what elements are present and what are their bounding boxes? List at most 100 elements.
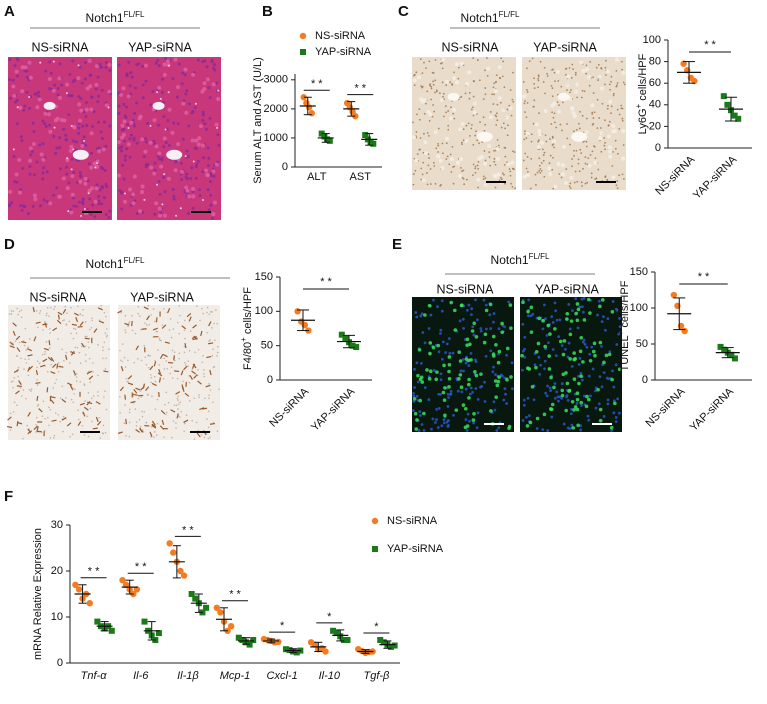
micrograph-texture xyxy=(148,140,153,145)
micrograph-texture xyxy=(139,425,142,428)
data-point xyxy=(228,623,235,630)
micrograph-texture xyxy=(94,87,98,91)
micrograph-texture xyxy=(607,145,612,150)
micrograph-texture xyxy=(612,92,615,95)
micrograph-texture xyxy=(611,175,616,180)
micrograph-texture xyxy=(445,342,449,346)
micrograph-texture xyxy=(566,89,568,91)
micrograph-texture xyxy=(135,425,138,427)
micrograph-texture xyxy=(469,352,473,355)
x-tick-label: Tnf-α xyxy=(81,670,108,682)
micrograph-texture xyxy=(589,60,592,63)
micrograph-texture xyxy=(160,409,166,415)
micrograph-texture xyxy=(558,339,563,344)
micrograph-texture xyxy=(510,361,514,365)
micrograph-texture xyxy=(35,370,39,376)
micrograph-texture xyxy=(72,139,76,143)
micrograph-texture xyxy=(77,102,82,107)
micrograph-texture xyxy=(165,360,168,362)
micrograph-texture xyxy=(428,157,430,159)
micrograph-texture xyxy=(496,157,501,162)
micrograph-texture xyxy=(207,156,211,160)
x-tick-label: NS-siRNA xyxy=(653,153,697,197)
micrograph-texture xyxy=(452,76,457,81)
micrograph-texture xyxy=(418,108,421,111)
micrograph-texture xyxy=(140,396,143,398)
micrograph-texture xyxy=(553,301,557,305)
micrograph-texture xyxy=(104,431,107,434)
micrograph-texture xyxy=(558,318,562,322)
micrograph-texture xyxy=(500,57,503,60)
micrograph-texture xyxy=(552,385,556,390)
micrograph-texture xyxy=(98,62,102,66)
micrograph-texture xyxy=(131,314,133,317)
micrograph-texture xyxy=(156,422,159,425)
micrograph-texture xyxy=(13,401,16,403)
micrograph-texture xyxy=(194,176,198,180)
micrograph-texture xyxy=(584,156,587,159)
micrograph-texture xyxy=(547,166,552,171)
micrograph-texture xyxy=(131,321,133,327)
micrograph-texture xyxy=(49,437,52,439)
micrograph-texture xyxy=(203,369,205,371)
micrograph-texture xyxy=(62,127,66,131)
micrograph-texture xyxy=(73,392,75,395)
micrograph-texture xyxy=(14,172,19,177)
micrograph-texture xyxy=(471,106,474,109)
micrograph-texture xyxy=(459,303,464,308)
micrograph-texture xyxy=(59,397,62,399)
micrograph-texture xyxy=(509,375,513,379)
micrograph-texture xyxy=(99,437,101,439)
micrograph-texture xyxy=(605,376,609,380)
micrograph-texture xyxy=(170,366,173,369)
micrograph-texture xyxy=(420,167,423,170)
micrograph-texture xyxy=(533,87,536,90)
micrograph-texture xyxy=(462,178,465,180)
micrograph-texture xyxy=(476,139,479,142)
micrograph-texture xyxy=(12,380,14,383)
micrograph-texture xyxy=(162,115,166,119)
micrograph-texture xyxy=(70,94,74,98)
micrograph-texture xyxy=(37,326,39,329)
micrograph-texture xyxy=(123,356,126,359)
micrograph-texture xyxy=(142,155,146,159)
micrograph-texture xyxy=(15,180,19,184)
micrograph-texture xyxy=(586,181,589,184)
micrograph-texture xyxy=(430,98,433,101)
micrograph-texture xyxy=(11,84,16,89)
micrograph-texture xyxy=(150,314,152,316)
micrograph-texture xyxy=(538,372,542,376)
micrograph-texture xyxy=(208,340,210,342)
micrograph-texture xyxy=(162,213,167,218)
y-axis-label-part: Ly6G xyxy=(637,108,649,134)
micrograph-texture xyxy=(559,123,562,126)
micrograph-texture xyxy=(444,351,448,354)
micrograph-texture xyxy=(419,137,422,139)
micrograph-texture xyxy=(574,73,577,76)
micrograph-texture xyxy=(105,335,108,338)
micrograph-texture xyxy=(502,398,506,402)
micrograph-texture xyxy=(463,425,468,430)
micrograph-texture xyxy=(138,114,143,119)
micrograph-texture xyxy=(42,166,46,170)
micrograph-texture xyxy=(615,184,618,187)
micrograph-texture xyxy=(197,348,200,351)
micrograph-texture xyxy=(69,435,71,438)
micrograph-texture xyxy=(191,335,197,340)
micrograph-texture xyxy=(98,188,102,192)
micrograph-texture xyxy=(194,138,199,143)
micrograph-texture xyxy=(153,161,157,165)
micrograph-texture xyxy=(582,297,586,300)
micrograph-texture xyxy=(83,384,86,386)
micrograph-texture xyxy=(90,397,93,400)
micrograph-texture xyxy=(470,329,475,333)
micrograph-texture xyxy=(505,115,510,120)
data-point xyxy=(670,291,678,299)
micrograph-texture xyxy=(600,86,605,91)
micrograph-texture xyxy=(522,174,527,179)
micrograph-texture xyxy=(201,60,205,64)
x-tick-label: ALT xyxy=(307,171,327,183)
micrograph-texture xyxy=(13,180,17,184)
micrograph-texture xyxy=(184,364,187,366)
micrograph-texture xyxy=(503,146,506,149)
